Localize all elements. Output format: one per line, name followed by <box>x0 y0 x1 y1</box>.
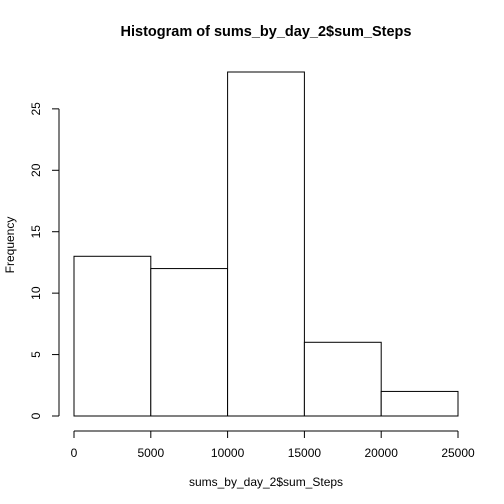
bars-group <box>74 72 458 416</box>
x-axis: 0 5000 10000 15000 20000 25000 <box>71 431 475 460</box>
histogram-bar-1 <box>74 256 151 416</box>
y-tick-label-1: 5 <box>29 351 43 358</box>
x-axis-label: sums_by_day_2$sum_Steps <box>189 475 343 489</box>
y-tick-label-4: 20 <box>29 163 43 177</box>
y-axis-label: Frequency <box>3 217 17 274</box>
y-tick-label-5: 25 <box>29 102 43 116</box>
x-tick-label-5: 25000 <box>441 446 475 460</box>
histogram-bar-3 <box>228 72 305 416</box>
chart-title: Histogram of sums_by_day_2$sum_Steps <box>121 24 412 40</box>
histogram-bar-2 <box>151 269 228 416</box>
histogram-bar-5 <box>381 391 458 416</box>
y-tick-label-3: 15 <box>29 225 43 239</box>
x-tick-label-4: 20000 <box>365 446 399 460</box>
x-tick-label-2: 10000 <box>211 446 245 460</box>
y-tick-label-2: 10 <box>29 286 43 300</box>
y-axis: 0 5 10 15 20 25 <box>29 102 59 419</box>
histogram-bar-4 <box>304 342 381 416</box>
x-tick-label-1: 5000 <box>137 446 164 460</box>
y-tick-label-0: 0 <box>29 412 43 419</box>
x-tick-label-0: 0 <box>71 446 78 460</box>
x-tick-label-3: 15000 <box>288 446 322 460</box>
